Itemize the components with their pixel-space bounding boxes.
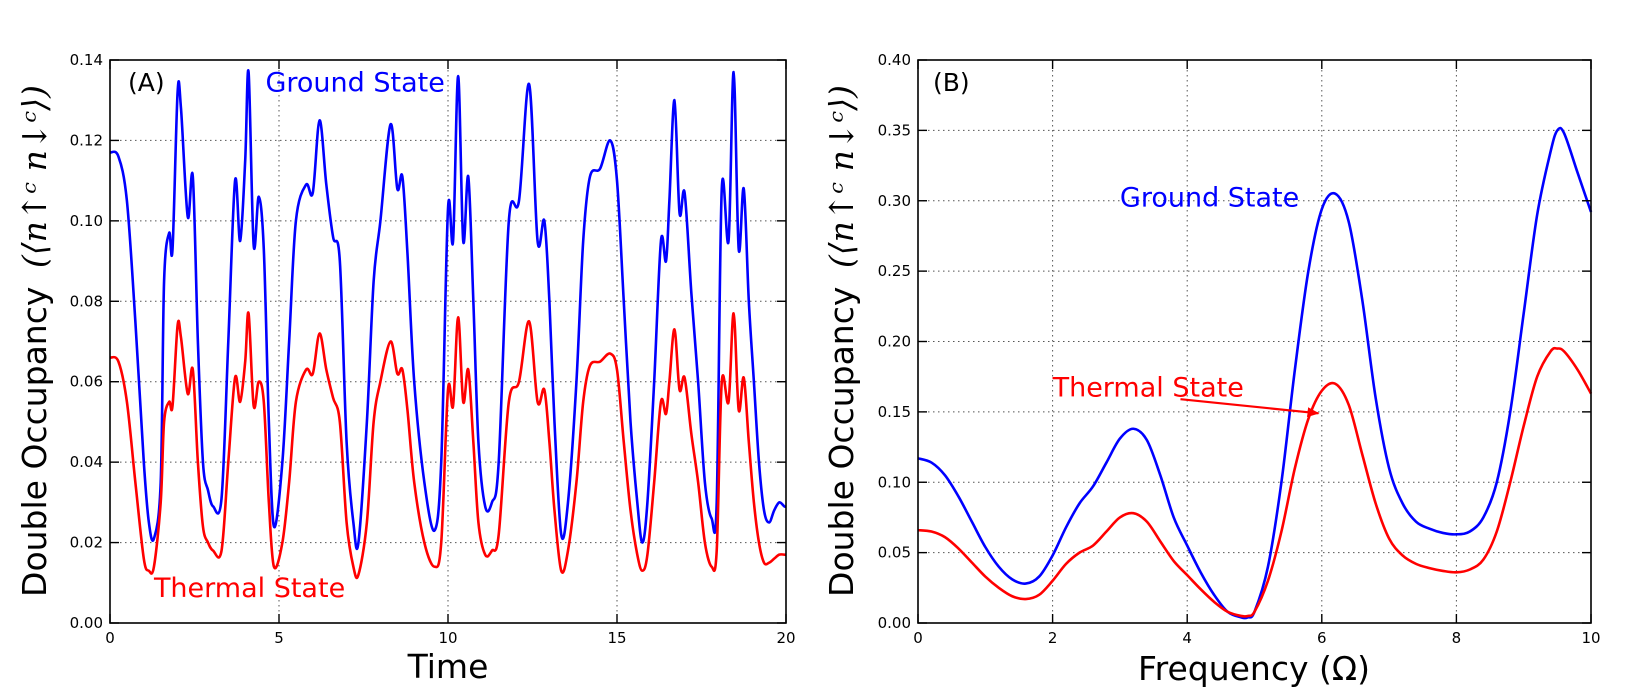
panel-b-y-tick-label: 0.40 (878, 51, 911, 69)
panel-a-y-tick-label: 0.14 (70, 51, 103, 69)
panel-a-chart: 0 5 10 15 20 0.00 0.02 0.04 0.06 0.08 0.10 0.12 0.14… (15, 51, 796, 686)
svg-text:Double Occupancy (⟨n↑ᶜ: Double Occupancy (⟨n↑ᶜ n↓ᶜ⟩) (15, 85, 54, 597)
panel-b-x-tick-label: 4 (1182, 629, 1192, 647)
panel-b-y-tick-label: 0.30 (878, 192, 911, 210)
panel-a-x-tick-label: 15 (607, 629, 626, 647)
panel-b-x-axis-label: Frequency (Ω) (1138, 649, 1370, 688)
panel-b-x-tick-label: 2 (1048, 629, 1058, 647)
panel-b-thermal-annotation: Thermal State (1052, 372, 1244, 403)
panel-a-y-tick-label: 0.02 (70, 534, 103, 552)
panel-b-x-tick-label: 10 (1581, 629, 1600, 647)
panel-b-thermal-state-line (917, 346, 1593, 618)
panel-b-y-tick-label: 0.10 (878, 473, 911, 491)
panel-b-y-tick-label: 0.35 (878, 121, 911, 139)
panel-a-y-axis-label-text: Double Occupancy (15, 287, 54, 597)
panel-a-x-tick-label: 10 (438, 629, 457, 647)
panel-b-x-tick-label: 6 (1317, 629, 1327, 647)
panel-a-x-tick-label: 0 (105, 629, 115, 647)
panel-b-thermal-arrow (1180, 398, 1320, 418)
panel-b-x-tick-label: 0 (913, 629, 923, 647)
panel-a-thermal-state-line (109, 311, 786, 580)
panel-b-y-tick-label: 0.00 (878, 614, 911, 632)
panel-a-ground-state-line (109, 69, 787, 551)
panel-b-x-tick-label: 8 (1452, 629, 1462, 647)
panel-a-y-tick-label: 0.08 (70, 292, 103, 310)
panel-b-y-tick-label: 0.20 (878, 333, 911, 351)
panel-a-label: (A) (128, 68, 165, 97)
panel-b-y-axis-label-text: Double Occupancy (822, 287, 861, 597)
panel-a-y-tick-label: 0.12 (70, 131, 103, 149)
panel-a-y-tick-label: 0.06 (70, 373, 103, 391)
panel-a-x-tick-label: 5 (274, 629, 284, 647)
panel-b-chart: 0 2 4 6 8 10 0.00 0.05 0.10 0.15 0.20 0.25 0.30 0.35 0… (822, 51, 1601, 688)
panel-a-ground-annotation: Ground State (265, 67, 444, 98)
panel-a-y-axis-label-math: (⟨n↑ᶜ n↓ᶜ⟩) (15, 85, 54, 268)
panel-a-y-tick-label: 0.10 (70, 212, 103, 230)
panel-b-y-tick-label: 0.15 (878, 403, 911, 421)
panel-a-y-tick-label: 0.04 (70, 453, 103, 471)
panel-a-y-tick-label: 0.00 (70, 614, 103, 632)
panel-a-thermal-annotation: Thermal State (153, 573, 345, 604)
panel-b-y-axis-label-math: (⟨n↑ᶜ n↓ᶜ⟩) (822, 85, 861, 268)
panel-a-x-tick-label: 20 (776, 629, 795, 647)
panel-a-x-axis-label: Time (407, 647, 489, 686)
panel-a-y-axis-label: Double Occupancy (⟨n↑ᶜ n↓ᶜ⟩) (15, 85, 54, 597)
panel-b-ground-state-line (917, 126, 1593, 620)
panel-b-y-tick-label: 0.05 (878, 544, 911, 562)
panel-b-ground-annotation: Ground State (1120, 182, 1299, 213)
panel-b-y-axis-label: Double Occupancy (⟨n↑ᶜ n↓ᶜ⟩) (822, 85, 861, 597)
svg-text:Double Occupancy (⟨n↑ᶜ: Double Occupancy (⟨n↑ᶜ n↓ᶜ⟩) (822, 85, 861, 597)
panel-b-y-tick-label: 0.25 (878, 262, 911, 280)
panel-b-label: (B) (933, 68, 970, 97)
